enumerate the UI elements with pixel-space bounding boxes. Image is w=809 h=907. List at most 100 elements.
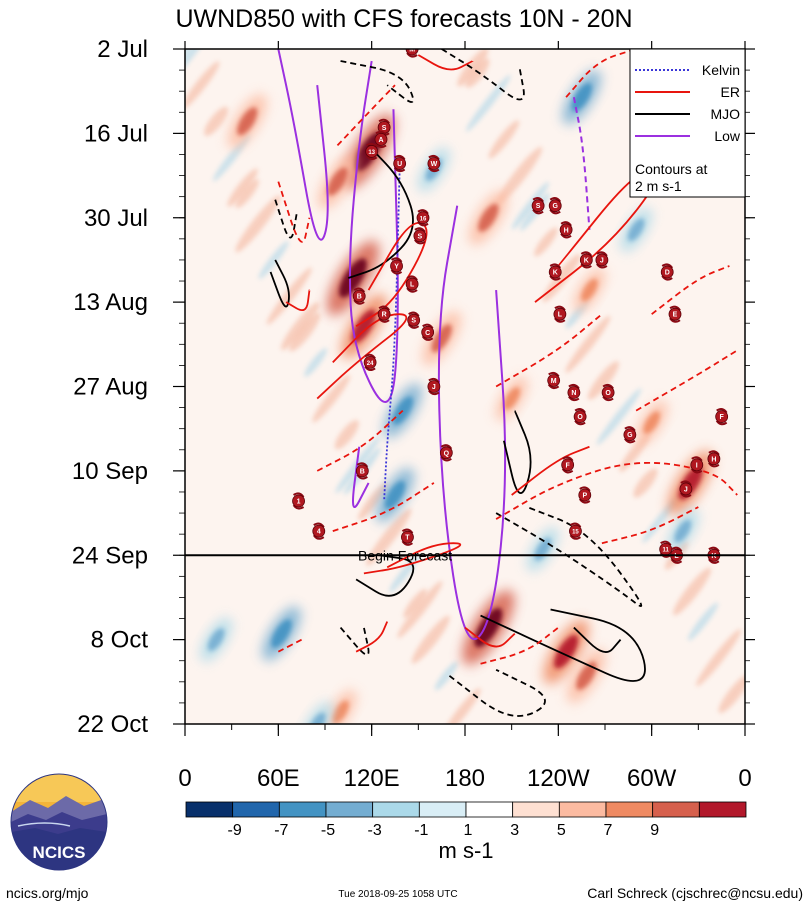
contour-layer xyxy=(269,49,738,717)
storm-label: B xyxy=(357,294,362,301)
storm-marker: 16 xyxy=(416,209,430,227)
storm-label: T xyxy=(405,535,410,542)
storm-dot xyxy=(690,458,704,472)
x-tick-label: 120W xyxy=(527,765,590,792)
storm-marker: O xyxy=(601,383,615,402)
colorbar-cell xyxy=(558,801,607,818)
texture-stripe xyxy=(366,508,412,566)
storm-dot xyxy=(312,524,326,538)
storm-label: Q xyxy=(444,450,450,457)
low-contour xyxy=(572,97,591,230)
storm-swirl xyxy=(580,251,593,269)
axis-layer: 0 60E 120E 180 120W 60W 0 2 Jul 16 Jul 30 Jul 13 A… xyxy=(72,36,755,792)
colorbar-cell xyxy=(325,801,374,818)
storm-swirl xyxy=(364,353,376,371)
storm-label: 13 xyxy=(368,150,375,156)
storm-label: G xyxy=(552,203,558,210)
texture-stripe xyxy=(465,74,511,132)
westerly-anomaly-core xyxy=(643,411,660,434)
storm-swirl xyxy=(561,456,574,474)
y-tick-label: 16 Jul xyxy=(84,120,148,147)
y-tick-label: 30 Jul xyxy=(84,205,148,232)
storm-dot xyxy=(416,211,430,225)
er-contour xyxy=(316,409,404,472)
storm-dot xyxy=(531,199,545,213)
mjo-contour xyxy=(348,144,414,279)
er-contour xyxy=(417,54,474,71)
storm-dot xyxy=(601,386,615,399)
storm-label: B xyxy=(360,468,365,475)
storm-dot xyxy=(390,259,403,273)
westerly-anomaly-core xyxy=(478,203,499,232)
storm-swirl xyxy=(292,492,305,510)
colorbar-tick-label: 3 xyxy=(510,822,519,839)
storm-marker: B xyxy=(352,287,366,305)
easterly-anomaly-core xyxy=(384,480,406,509)
storm-marker: Y xyxy=(390,257,403,275)
storm-label: W xyxy=(431,161,438,168)
storm-swirl xyxy=(670,546,683,564)
colorbar-cell xyxy=(512,801,560,818)
storm-marker: K xyxy=(548,263,562,281)
storm-swirl xyxy=(356,462,369,480)
y-tick-label: 24 Sep xyxy=(72,542,148,569)
storm-label: I xyxy=(696,462,698,469)
storm-marker: M xyxy=(405,49,419,58)
storm-swirl xyxy=(353,287,366,305)
storm-dot xyxy=(413,229,427,243)
y-tick-label: 22 Oct xyxy=(77,711,148,738)
er-contour xyxy=(277,181,311,243)
y-tick-label: 2 Jul xyxy=(97,36,148,63)
storm-label: H xyxy=(711,456,716,463)
storm-marker: A xyxy=(374,130,388,148)
easterly-anomaly-core xyxy=(207,628,225,651)
texture-stripe xyxy=(397,580,443,639)
texture-stripe xyxy=(496,146,543,205)
storm-label: S xyxy=(411,318,416,325)
mjo-contour xyxy=(441,49,525,101)
mjo-contour xyxy=(274,199,298,239)
westerly-anomaly-core xyxy=(237,107,258,136)
texture-stripe xyxy=(411,615,450,664)
storm-label: M xyxy=(551,378,557,385)
storm-swirl xyxy=(578,486,591,504)
storm-label: O xyxy=(605,390,611,397)
storm-label: J xyxy=(432,384,436,391)
texture-stripe xyxy=(511,181,550,230)
colorbar-cell xyxy=(278,801,327,818)
colorbar-tick-label: 1 xyxy=(464,822,473,839)
storm-dot xyxy=(421,325,435,339)
texture-stripe xyxy=(227,168,258,207)
storm-swirl xyxy=(560,221,572,239)
colorbar-cell xyxy=(652,801,700,818)
storm-swirl xyxy=(421,323,434,341)
storm-swirl xyxy=(393,154,406,173)
storm-marker: F xyxy=(561,456,575,474)
storm-dot xyxy=(427,157,441,170)
x-tick-label: 0 xyxy=(178,765,191,792)
texture-stripe xyxy=(687,602,719,641)
storm-label: N xyxy=(571,390,576,397)
storm-dot xyxy=(427,380,441,393)
storm-swirl xyxy=(401,528,414,546)
westerly-anomaly-core xyxy=(474,608,503,648)
storm-label: P xyxy=(582,492,587,499)
storm-swirl xyxy=(596,251,608,269)
storm-dot xyxy=(547,374,561,387)
storm-swirl xyxy=(554,305,566,323)
mjo-contour xyxy=(495,506,643,608)
westerly-anomaly-core xyxy=(576,661,597,690)
storm-swirl xyxy=(417,209,429,227)
storm-swirl xyxy=(574,408,586,426)
er-contour xyxy=(355,621,389,653)
colorbar-cell xyxy=(372,801,420,818)
storm-swirl xyxy=(680,480,692,498)
storm-label: Y xyxy=(394,263,399,270)
storm-dot xyxy=(377,307,391,321)
storm-label: 1 xyxy=(297,499,301,506)
y-tick-label: 27 Aug xyxy=(73,374,148,401)
legend-label: Low xyxy=(714,128,741,144)
westerly-anomaly-core xyxy=(503,387,520,410)
